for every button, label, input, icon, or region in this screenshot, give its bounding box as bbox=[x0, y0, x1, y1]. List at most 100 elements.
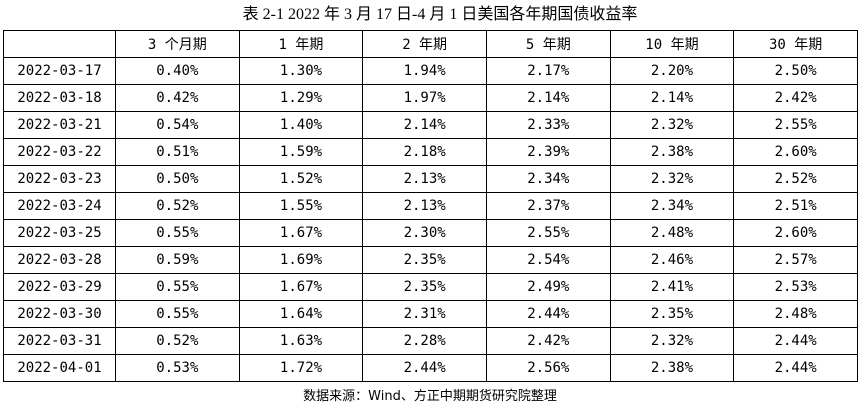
cell: 1.52% bbox=[238, 165, 364, 193]
cell: 0.54% bbox=[115, 111, 240, 139]
row-label: 2022-03-17 bbox=[3, 57, 116, 85]
cell: 1.72% bbox=[238, 354, 364, 382]
cell: 2.38% bbox=[609, 354, 735, 382]
cell: 2.60% bbox=[733, 138, 858, 166]
table-title: 表 2-1 2022 年 3 月 17 日-4 月 1 日美国各年期国债收益率 bbox=[242, 6, 638, 23]
cell: 0.59% bbox=[115, 246, 240, 274]
data-row: 2022-03-29 0.55% 1.67% 2.35% 2.49% 2.41% 2.53% bbox=[3, 273, 858, 301]
cell: 2.34% bbox=[609, 192, 735, 220]
cell: 2.39% bbox=[485, 138, 611, 166]
cell: 2.51% bbox=[733, 192, 858, 220]
data-row: 2022-03-17 0.40% 1.30% 1.94% 2.17% 2.20% 2.50% bbox=[3, 57, 858, 85]
cell: 2.48% bbox=[609, 219, 735, 247]
cell: 2.57% bbox=[733, 246, 858, 274]
cell: 2.35% bbox=[609, 300, 735, 328]
cell: 1.67% bbox=[238, 219, 364, 247]
cell: 1.29% bbox=[238, 84, 364, 112]
cell: 1.55% bbox=[238, 192, 364, 220]
cell: 0.53% bbox=[115, 354, 240, 382]
cell: 1.67% bbox=[238, 273, 364, 301]
header-row: 3 个月期 1 年期 2 年期 5 年期 10 年期 30 年期 bbox=[3, 30, 858, 58]
row-label bbox=[3, 30, 116, 58]
cell: 2.42% bbox=[485, 327, 611, 355]
cell: 1.94% bbox=[362, 57, 487, 85]
cell: 0.52% bbox=[115, 327, 240, 355]
cell: 2.55% bbox=[733, 111, 858, 139]
row-label: 2022-03-30 bbox=[3, 300, 116, 328]
cell: 2.46% bbox=[609, 246, 735, 274]
cell: 2.60% bbox=[733, 219, 858, 247]
cell: 0.42% bbox=[115, 84, 240, 112]
cell: 2 年期 bbox=[362, 30, 487, 58]
data-row: 2022-03-25 0.55% 1.67% 2.30% 2.55% 2.48% 2.60% bbox=[3, 219, 858, 247]
row-label: 2022-03-28 bbox=[3, 246, 116, 274]
cell: 2.48% bbox=[733, 300, 858, 328]
cell: 2.18% bbox=[362, 138, 487, 166]
cell: 2.32% bbox=[609, 327, 735, 355]
row-label: 2022-03-29 bbox=[3, 273, 116, 301]
cell: 2.34% bbox=[485, 165, 611, 193]
cell: 2.31% bbox=[362, 300, 487, 328]
cell: 2.35% bbox=[362, 273, 487, 301]
source-note: 数据来源：Wind、方正中期期货研究院整理 bbox=[303, 389, 557, 404]
cell: 2.17% bbox=[485, 57, 611, 85]
cell: 1.30% bbox=[238, 57, 364, 85]
cell: 2.20% bbox=[609, 57, 735, 85]
cell: 2.44% bbox=[733, 354, 858, 382]
cell: 0.51% bbox=[115, 138, 240, 166]
cell: 0.55% bbox=[115, 219, 240, 247]
row-label: 2022-03-25 bbox=[3, 219, 116, 247]
cell: 2.13% bbox=[362, 192, 487, 220]
cell: 0.55% bbox=[115, 273, 240, 301]
data-row: 2022-04-01 0.53% 1.72% 2.44% 2.56% 2.38% 2.44% bbox=[3, 354, 858, 382]
cell: 2.50% bbox=[733, 57, 858, 85]
cell: 1.64% bbox=[238, 300, 364, 328]
cell: 2.54% bbox=[485, 246, 611, 274]
cell: 0.52% bbox=[115, 192, 240, 220]
data-row: 2022-03-24 0.52% 1.55% 2.13% 2.37% 2.34% 2.51% bbox=[3, 192, 858, 220]
cell: 1.63% bbox=[238, 327, 364, 355]
data-row: 2022-03-30 0.55% 1.64% 2.31% 2.44% 2.35% 2.48% bbox=[3, 300, 858, 328]
row-label: 2022-03-22 bbox=[3, 138, 116, 166]
cell: 1.59% bbox=[238, 138, 364, 166]
cell: 0.40% bbox=[115, 57, 240, 85]
cell: 2.52% bbox=[733, 165, 858, 193]
cell: 1.69% bbox=[238, 246, 364, 274]
cell: 2.55% bbox=[485, 219, 611, 247]
cell: 1.97% bbox=[362, 84, 487, 112]
data-row: 2022-03-21 0.54% 1.40% 2.14% 2.33% 2.32% 2.55% bbox=[3, 111, 858, 139]
cell: 2.35% bbox=[362, 246, 487, 274]
yield-table: 3 个月期 1 年期 2 年期 5 年期 10 年期 30 年期 2022-03-17 0.4… bbox=[3, 30, 858, 382]
cell: 1 年期 bbox=[238, 30, 364, 58]
cell: 2.14% bbox=[609, 84, 735, 112]
cell: 2.32% bbox=[609, 165, 735, 193]
cell: 2.37% bbox=[485, 192, 611, 220]
cell: 2.44% bbox=[362, 354, 487, 382]
cell: 2.44% bbox=[485, 300, 611, 328]
cell: 10 年期 bbox=[609, 30, 735, 58]
cell: 2.28% bbox=[362, 327, 487, 355]
data-row: 2022-03-31 0.52% 1.63% 2.28% 2.42% 2.32% 2.44% bbox=[3, 327, 858, 355]
cell: 2.49% bbox=[485, 273, 611, 301]
cell: 2.30% bbox=[362, 219, 487, 247]
cell: 2.13% bbox=[362, 165, 487, 193]
cell: 2.32% bbox=[609, 111, 735, 139]
cell: 2.14% bbox=[485, 84, 611, 112]
row-label: 2022-04-01 bbox=[3, 354, 116, 382]
cell: 2.44% bbox=[733, 327, 858, 355]
cell: 5 年期 bbox=[485, 30, 611, 58]
row-label: 2022-03-18 bbox=[3, 84, 116, 112]
cell: 2.38% bbox=[609, 138, 735, 166]
data-row: 2022-03-23 0.50% 1.52% 2.13% 2.34% 2.32% 2.52% bbox=[3, 165, 858, 193]
row-label: 2022-03-21 bbox=[3, 111, 116, 139]
cell: 0.50% bbox=[115, 165, 240, 193]
data-row: 2022-03-22 0.51% 1.59% 2.18% 2.39% 2.38% 2.60% bbox=[3, 138, 858, 166]
data-row: 2022-03-18 0.42% 1.29% 1.97% 2.14% 2.14% 2.42% bbox=[3, 84, 858, 112]
row-label: 2022-03-23 bbox=[3, 165, 116, 193]
cell: 2.41% bbox=[609, 273, 735, 301]
cell: 0.55% bbox=[115, 300, 240, 328]
row-label: 2022-03-24 bbox=[3, 192, 116, 220]
data-row: 2022-03-28 0.59% 1.69% 2.35% 2.54% 2.46% 2.57% bbox=[3, 246, 858, 274]
row-label: 2022-03-31 bbox=[3, 327, 116, 355]
